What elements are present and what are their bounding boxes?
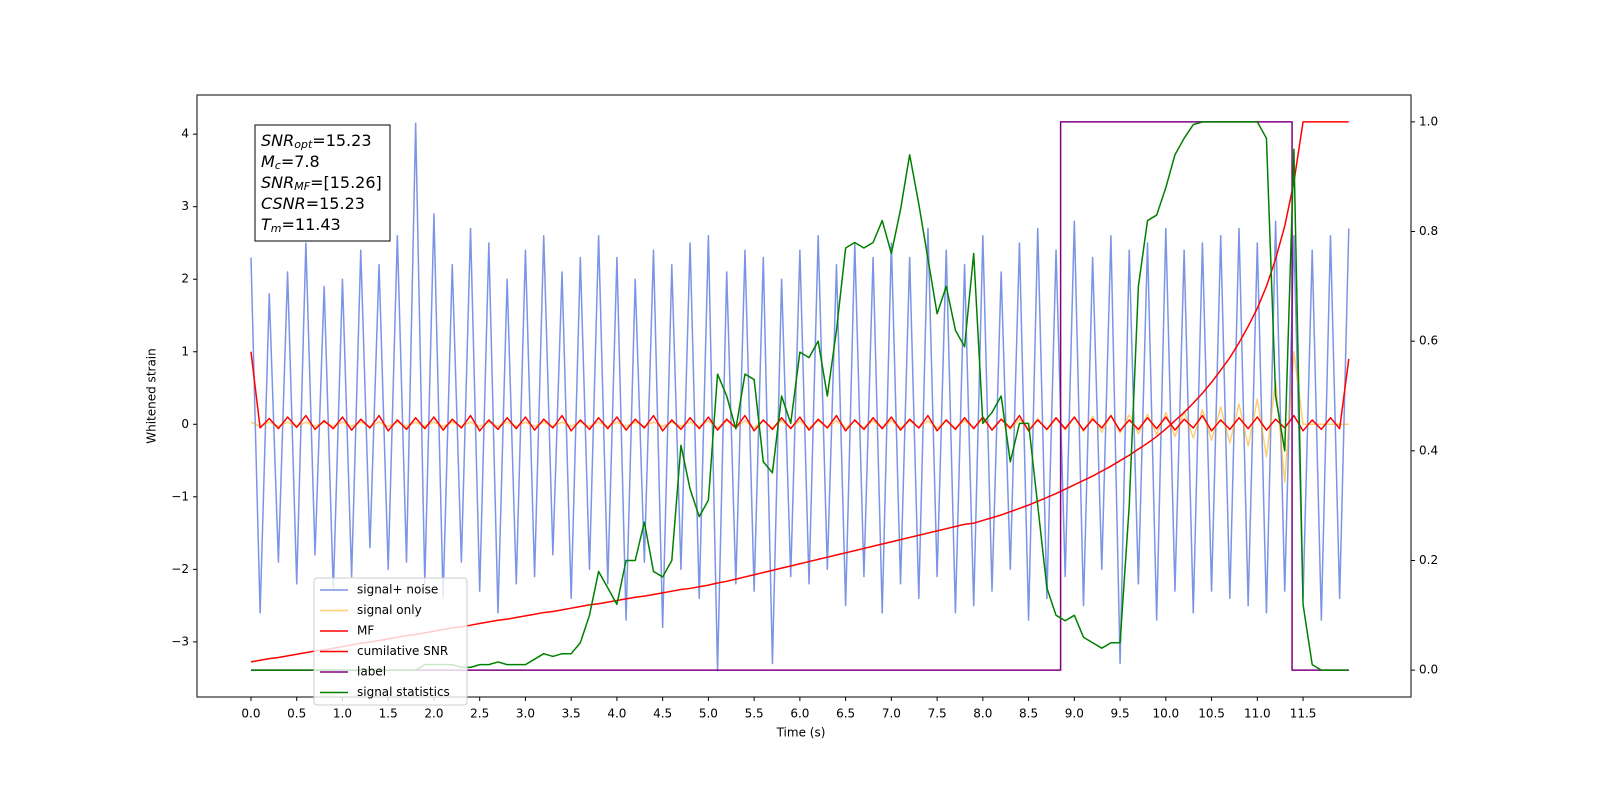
legend: signal+ noise signal only MF cumilative SNR… — [313, 577, 468, 706]
series-line — [250, 351, 1349, 484]
x-tick-label: 1.5 — [379, 707, 398, 721]
y-tick-label: −1 — [171, 489, 189, 503]
y-tick-label: −2 — [171, 562, 189, 576]
x-tick-label: 9.0 — [1065, 707, 1084, 721]
x-tick-label: 8.0 — [973, 707, 992, 721]
series-line — [250, 122, 1350, 672]
x-tick-label: 3.0 — [516, 707, 535, 721]
x-axis-label: Time (s) — [776, 726, 826, 740]
x-tick-label: 2.5 — [470, 707, 489, 721]
y2-tick-label: 0.4 — [1419, 443, 1438, 457]
stats-value: =7.8 — [281, 152, 320, 171]
series-line — [250, 121, 1349, 671]
y-axis-label: Whitened strain — [145, 348, 159, 444]
y-tick-label: −3 — [171, 634, 189, 648]
x-tick-label: 3.5 — [562, 707, 581, 721]
stats-line: Mc=7.8 — [261, 152, 320, 173]
stats-box-frame — [254, 124, 391, 242]
y2-tick-label: 0.8 — [1419, 224, 1438, 238]
y-tick-label: 0 — [181, 417, 189, 431]
y2-tick-label: 0.0 — [1419, 663, 1438, 677]
stats-box: SNRopt=15.23Mc=7.8SNRMF=[15.26]CSNR=15.2… — [254, 124, 391, 242]
x-tick-label: 6.0 — [790, 707, 809, 721]
stats-symbol: SNR — [261, 173, 294, 192]
y2-tick-label: 1.0 — [1419, 114, 1438, 128]
stats-line: SNRMF=[15.26] — [261, 173, 382, 194]
series-line — [250, 351, 1350, 432]
x-tick-label: 4.5 — [653, 707, 672, 721]
y-tick-label: 2 — [181, 272, 189, 286]
stats-value: =11.43 — [282, 215, 341, 234]
x-tick-label: 8.5 — [1019, 707, 1038, 721]
y-tick-label: 4 — [181, 127, 189, 141]
x-tick-label: 7.5 — [928, 707, 947, 721]
x-tick-label: 10.0 — [1152, 707, 1179, 721]
legend-label: cumilative SNR — [357, 644, 448, 658]
x-tick-label: 11.5 — [1290, 707, 1317, 721]
x-tick-label: 4.0 — [607, 707, 626, 721]
x-tick-label: 6.5 — [836, 707, 855, 721]
stats-line: CSNR=15.23 — [261, 194, 365, 213]
stats-symbol: T — [261, 215, 272, 234]
stats-subscript: opt — [294, 138, 313, 151]
stats-value: =15.23 — [306, 194, 365, 213]
legend-label: label — [357, 665, 386, 679]
stats-symbol: M — [261, 152, 275, 171]
x-tick-label: 7.0 — [882, 707, 901, 721]
stats-symbol: SNR — [261, 131, 294, 150]
stats-symbol: CSNR — [261, 194, 306, 213]
x-tick-label: 5.0 — [699, 707, 718, 721]
y2-tick-label: 0.6 — [1419, 334, 1438, 348]
x-tick-label: 0.0 — [241, 707, 260, 721]
legend-label: signal only — [357, 603, 422, 617]
stats-line: Tm=11.43 — [261, 215, 341, 236]
y-tick-label: 3 — [181, 199, 189, 213]
legend-label: signal statistics — [357, 685, 450, 699]
legend-label: signal+ noise — [357, 583, 438, 597]
plot-frame — [196, 94, 1412, 698]
stats-subscript: MF — [294, 180, 310, 193]
legend-frame — [313, 577, 468, 706]
x-tick-label: 1.0 — [333, 707, 352, 721]
stats-value: =15.23 — [312, 131, 371, 150]
x-tick-label: 11.0 — [1244, 707, 1271, 721]
legend-label: MF — [357, 624, 374, 638]
x-tick-label: 9.5 — [1111, 707, 1130, 721]
x-tick-label: 0.5 — [287, 707, 306, 721]
x-tick-label: 5.5 — [745, 707, 764, 721]
stats-value: =[15.26] — [310, 173, 382, 192]
y2-tick-label: 0.2 — [1419, 553, 1438, 567]
stats-line: SNRopt=15.23 — [261, 131, 372, 152]
stats-subscript: c — [275, 159, 281, 172]
x-tick-label: 10.5 — [1198, 707, 1225, 721]
x-tick-label: 2.0 — [424, 707, 443, 721]
y-tick-label: 1 — [181, 344, 189, 358]
stats-subscript: m — [271, 222, 282, 235]
